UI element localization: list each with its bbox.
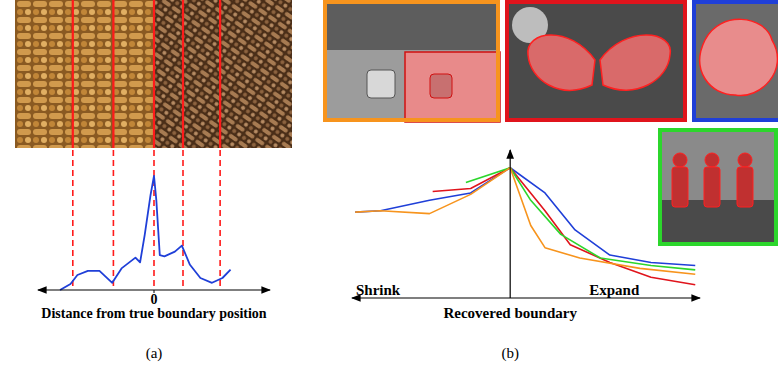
thumb-bg bbox=[505, 0, 687, 122]
thumb-mug bbox=[430, 74, 452, 98]
thumb-figure bbox=[673, 153, 687, 167]
thumb-butterfly bbox=[528, 35, 670, 90]
annotation: Expand bbox=[589, 282, 640, 298]
series-line bbox=[355, 168, 695, 275]
thumb-figure bbox=[737, 167, 753, 207]
texture-left bbox=[15, 0, 154, 148]
caption: (b) bbox=[501, 345, 519, 362]
panel-b: Shrink Expand Recovered boundary (b) bbox=[323, 0, 778, 362]
curve bbox=[60, 176, 231, 290]
thumb-mug bbox=[367, 70, 395, 98]
texture-right bbox=[154, 0, 292, 148]
thumb-region bbox=[405, 52, 500, 122]
boundary-line bbox=[153, 0, 155, 148]
thumb-bg bbox=[658, 128, 778, 246]
boundary-dashed bbox=[153, 150, 155, 288]
thumb-figure bbox=[672, 167, 688, 207]
thumb-figure bbox=[705, 153, 719, 167]
boundary-line bbox=[219, 0, 221, 148]
boundary-dashed bbox=[219, 150, 221, 288]
boundary-dashed bbox=[113, 150, 115, 288]
y-axis bbox=[510, 150, 511, 298]
thumb-figure bbox=[704, 167, 720, 207]
boundary-line bbox=[112, 0, 114, 148]
boundary-line bbox=[182, 0, 184, 148]
thumbnail-frame bbox=[325, 2, 498, 120]
x-tick-label: 0 bbox=[151, 292, 158, 307]
panel-a: 0Distance from true boundary position (a) bbox=[15, 0, 292, 362]
thumb-flower bbox=[700, 19, 778, 95]
plot-area bbox=[60, 176, 231, 290]
boundary-dashed bbox=[72, 150, 74, 288]
annotation: Shrink bbox=[356, 282, 401, 298]
series-line bbox=[433, 168, 696, 285]
x-axis-label: Distance from true boundary position bbox=[41, 306, 267, 321]
boundary-dashed bbox=[182, 150, 184, 288]
thumbnail-frame bbox=[660, 130, 776, 244]
figure: 0Distance from true boundary position (a)… bbox=[0, 0, 778, 380]
thumbnail-frame bbox=[694, 2, 778, 120]
thumb-figure bbox=[738, 153, 752, 167]
thumb-bg bbox=[692, 0, 778, 122]
thumb-cloth bbox=[323, 50, 500, 122]
thumb-grass bbox=[323, 0, 500, 50]
x-axis-label: Recovered boundary bbox=[443, 305, 577, 321]
boundary-line bbox=[72, 0, 74, 148]
x-axis bbox=[352, 297, 700, 298]
caption: (a) bbox=[146, 345, 163, 362]
thumbnail-frame bbox=[507, 2, 685, 120]
series-line bbox=[466, 168, 695, 270]
series-line bbox=[355, 168, 695, 266]
plot-area bbox=[355, 168, 695, 285]
